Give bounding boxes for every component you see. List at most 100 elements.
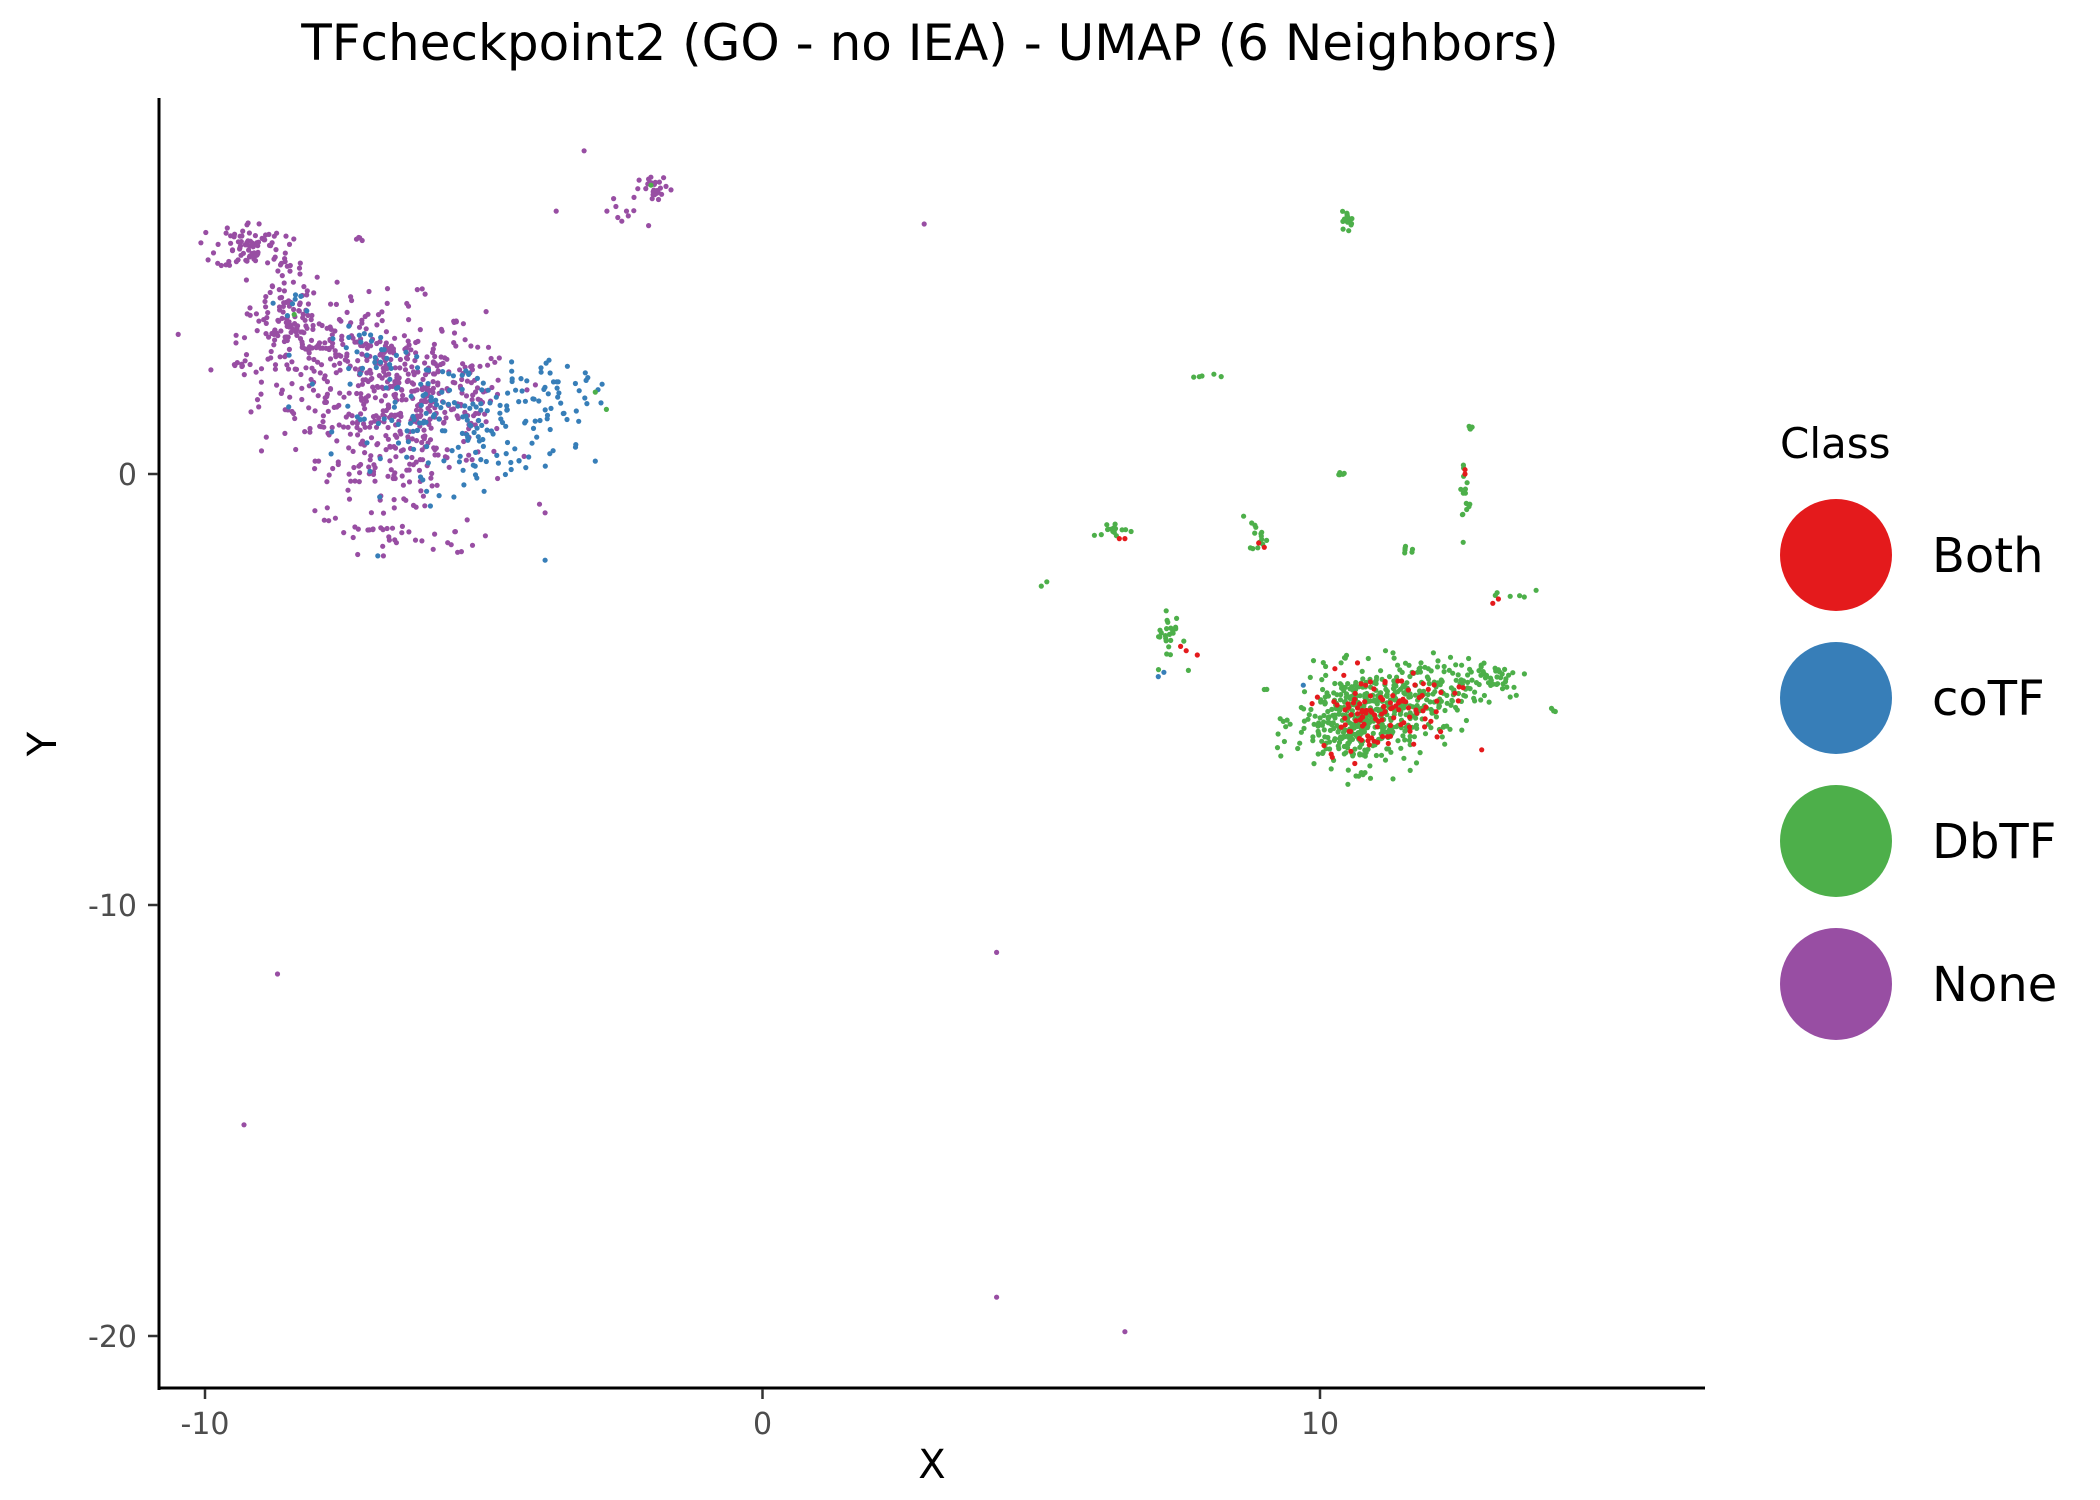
data-point-none bbox=[404, 467, 410, 473]
data-point-both bbox=[1381, 704, 1387, 710]
data-point-cotf bbox=[473, 449, 479, 455]
data-point-dbtf bbox=[1098, 532, 1104, 538]
data-point-both bbox=[1342, 722, 1348, 728]
data-point-none bbox=[346, 496, 353, 502]
data-point-dbtf bbox=[1430, 691, 1436, 697]
data-point-cotf bbox=[289, 301, 296, 307]
data-point-cotf bbox=[479, 422, 485, 428]
data-point-both bbox=[1363, 682, 1369, 688]
data-point-none bbox=[356, 463, 362, 469]
data-point-both bbox=[1422, 724, 1428, 730]
data-point-cotf bbox=[484, 408, 490, 414]
data-point-dbtf bbox=[1517, 593, 1523, 599]
data-point-none bbox=[256, 318, 262, 324]
data-point-cotf bbox=[286, 352, 292, 358]
data-point-dbtf bbox=[1328, 766, 1334, 772]
data-point-none bbox=[656, 179, 663, 185]
data-point-both bbox=[1390, 693, 1396, 699]
data-point-both bbox=[1495, 596, 1501, 602]
data-point-none bbox=[387, 458, 393, 464]
data-point-dbtf bbox=[1342, 655, 1348, 661]
data-point-dbtf bbox=[1398, 745, 1404, 751]
data-point-none bbox=[536, 501, 543, 507]
data-point-none bbox=[354, 420, 360, 426]
data-point-none bbox=[485, 344, 492, 350]
data-point-none bbox=[390, 348, 396, 354]
data-point-cotf bbox=[466, 370, 472, 376]
data-point-both bbox=[1462, 471, 1468, 477]
data-point-none bbox=[308, 376, 314, 383]
data-point-none bbox=[262, 298, 268, 305]
data-point-none bbox=[242, 358, 248, 364]
data-point-none bbox=[442, 454, 448, 460]
data-point-both bbox=[1385, 740, 1391, 747]
data-point-none bbox=[306, 350, 312, 356]
data-point-none bbox=[651, 187, 657, 193]
data-point-cotf bbox=[389, 417, 395, 423]
data-point-none bbox=[430, 546, 436, 552]
data-point-none bbox=[341, 530, 347, 536]
data-point-none bbox=[448, 407, 454, 413]
data-point-dbtf bbox=[1425, 691, 1431, 698]
data-point-cotf bbox=[392, 399, 398, 405]
data-point-cotf bbox=[556, 390, 562, 396]
data-point-cotf bbox=[391, 404, 397, 410]
data-point-cotf bbox=[480, 443, 486, 449]
data-point-none bbox=[417, 327, 423, 333]
data-point-none bbox=[365, 527, 371, 533]
data-point-dbtf bbox=[1341, 470, 1347, 476]
data-point-cotf bbox=[286, 404, 292, 410]
data-point-cotf bbox=[372, 355, 378, 361]
data-point-both bbox=[1365, 733, 1371, 739]
data-point-dbtf bbox=[1342, 684, 1348, 691]
data-point-cotf bbox=[417, 420, 423, 426]
data-point-dbtf bbox=[1321, 727, 1327, 733]
data-point-none bbox=[363, 377, 369, 383]
data-point-none bbox=[297, 271, 303, 277]
data-point-none bbox=[354, 339, 360, 345]
data-point-none bbox=[349, 413, 355, 419]
data-point-both bbox=[1407, 714, 1413, 720]
data-point-none bbox=[623, 208, 630, 214]
data-point-none bbox=[492, 359, 498, 365]
data-point-cotf bbox=[495, 460, 501, 466]
data-point-both bbox=[1366, 742, 1372, 748]
data-point-dbtf bbox=[1320, 686, 1326, 693]
data-point-none bbox=[318, 362, 325, 368]
data-point-none bbox=[378, 398, 385, 404]
data-point-both bbox=[1348, 748, 1354, 754]
data-point-dbtf bbox=[1502, 666, 1508, 673]
data-point-none bbox=[337, 360, 343, 366]
data-point-none bbox=[368, 510, 374, 516]
data-point-dbtf bbox=[1112, 526, 1119, 532]
data-point-none bbox=[297, 336, 304, 342]
data-point-none bbox=[581, 148, 587, 154]
data-point-none bbox=[272, 366, 278, 372]
data-point-cotf bbox=[284, 313, 290, 319]
data-point-dbtf bbox=[1165, 619, 1171, 625]
data-point-none bbox=[409, 388, 415, 394]
data-point-none bbox=[385, 473, 391, 479]
data-point-none bbox=[430, 371, 437, 377]
data-point-dbtf bbox=[1400, 705, 1406, 711]
data-point-cotf bbox=[395, 421, 401, 427]
data-point-cotf bbox=[346, 365, 352, 372]
data-point-none bbox=[459, 376, 465, 383]
data-point-cotf bbox=[449, 448, 455, 454]
data-point-none bbox=[346, 390, 352, 396]
data-point-dbtf bbox=[1448, 702, 1454, 708]
data-point-dbtf bbox=[1402, 543, 1409, 549]
data-point-none bbox=[432, 361, 438, 367]
data-point-none bbox=[356, 479, 362, 485]
data-point-none bbox=[226, 262, 233, 268]
data-point-dbtf bbox=[1463, 717, 1469, 724]
data-point-none bbox=[362, 406, 368, 412]
legend-label-dbtf: DbTF bbox=[1932, 814, 2056, 870]
data-point-none bbox=[297, 260, 303, 266]
data-point-dbtf bbox=[1467, 426, 1473, 432]
data-point-dbtf bbox=[1341, 743, 1347, 750]
data-point-none bbox=[210, 250, 217, 256]
data-point-both bbox=[1358, 681, 1364, 687]
data-point-cotf bbox=[564, 363, 571, 369]
data-point-dbtf bbox=[1162, 633, 1168, 639]
